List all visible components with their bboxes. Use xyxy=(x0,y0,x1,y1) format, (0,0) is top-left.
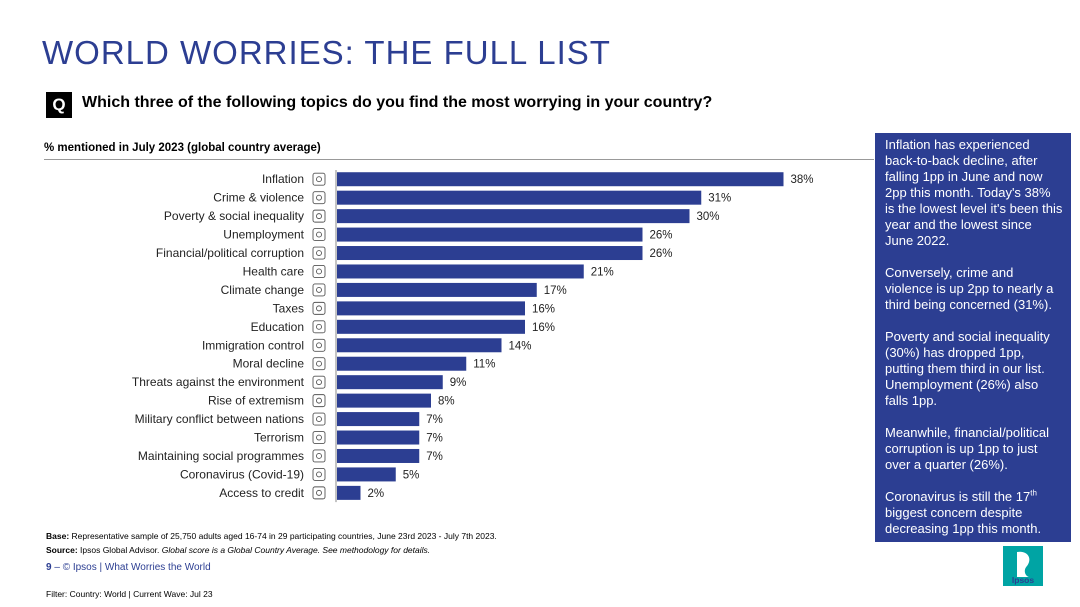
header-divider xyxy=(44,159,874,160)
category-label: Threats against the environment xyxy=(132,375,305,389)
bar-13 xyxy=(337,412,420,427)
category-label: Taxes xyxy=(273,301,304,315)
category-label: Immigration control xyxy=(202,338,304,352)
people-icon xyxy=(312,449,326,463)
bar-value-label: 16% xyxy=(532,303,555,315)
money-bag-icon xyxy=(312,209,326,223)
coin-hand-icon xyxy=(312,246,326,260)
category-label: Climate change xyxy=(221,283,305,297)
briefcase-icon xyxy=(312,228,326,242)
receipt-icon xyxy=(312,301,326,315)
commentary-box: Inflation has experienced back-to-back d… xyxy=(875,133,1071,542)
bar-value-label: 7% xyxy=(426,414,443,426)
bar-value-label: 8% xyxy=(438,396,455,408)
page-footer: 9 – © Ipsos | What Worries the World xyxy=(46,562,211,573)
bar-12 xyxy=(337,393,431,408)
bar-16 xyxy=(337,467,396,482)
bar-value-label: 2% xyxy=(368,488,385,500)
bar-10 xyxy=(337,356,467,371)
filter-note: Filter: Country: World | Current Wave: J… xyxy=(46,589,213,599)
bar-value-label: 26% xyxy=(650,248,673,260)
scale-icon xyxy=(312,357,326,371)
bar-3 xyxy=(337,227,643,242)
category-label: Inflation xyxy=(262,172,304,186)
bar-14 xyxy=(337,430,420,445)
source-note: Source: Ipsos Global Advisor. Global sco… xyxy=(46,545,431,555)
page-title: WORLD WORRIES: THE FULL LIST xyxy=(42,34,611,71)
worries-bar-chart: 38% Inflation 31% Crime & violence 30% Povert… xyxy=(132,170,814,503)
bar-8 xyxy=(337,319,525,334)
bar-11 xyxy=(337,375,443,390)
category-label: Crime & violence xyxy=(213,191,304,205)
category-label: Maintaining social programmes xyxy=(138,449,304,463)
question-badge: Q xyxy=(46,92,72,118)
commentary-paragraph-4: Meanwhile, financial/political corruptio… xyxy=(885,425,1050,472)
bar-2 xyxy=(337,209,690,224)
graduation-cap-icon xyxy=(312,320,326,334)
commentary-paragraph-5: Coronavirus is still the 17th biggest co… xyxy=(885,488,1042,536)
category-label: Financial/political corruption xyxy=(156,246,304,260)
category-label: Coronavirus (Covid-19) xyxy=(180,467,304,481)
globe-icon xyxy=(312,338,326,352)
bar-value-label: 38% xyxy=(791,174,814,186)
bar-value-label: 11% xyxy=(473,359,495,371)
category-label: Health care xyxy=(243,264,305,278)
commentary-paragraph-2: Conversely, crime and violence is up 2pp… xyxy=(885,265,1054,312)
bar-9 xyxy=(337,338,502,353)
category-label: Poverty & social inequality xyxy=(164,209,304,223)
ipsos-logo: Ipsos xyxy=(1003,546,1043,586)
bar-15 xyxy=(337,448,420,463)
bar-4 xyxy=(337,246,643,261)
crossed-tools-icon xyxy=(312,191,326,205)
bar-value-label: 30% xyxy=(697,211,720,223)
measure-label: % mentioned in July 2023 (global country… xyxy=(44,142,321,154)
category-label: Rise of extremism xyxy=(208,394,304,408)
warning-triangle-icon xyxy=(312,467,326,481)
bar-value-label: 26% xyxy=(650,230,673,242)
category-label: Terrorism xyxy=(254,431,304,445)
bar-5 xyxy=(337,264,584,279)
category-label: Education xyxy=(251,320,304,334)
bar-value-label: 5% xyxy=(403,469,420,481)
survey-question: Which three of the following topics do y… xyxy=(82,94,713,111)
bar-value-label: 21% xyxy=(591,266,614,278)
bar-value-label: 14% xyxy=(509,340,532,352)
commentary-paragraph-3: Poverty and social inequality (30%) has … xyxy=(885,329,1050,408)
person-icon xyxy=(312,431,326,444)
bar-6 xyxy=(337,282,537,297)
category-label: Access to credit xyxy=(219,486,304,500)
card-icon xyxy=(312,486,326,500)
bar-value-label: 7% xyxy=(426,433,443,445)
bar-1 xyxy=(337,190,702,205)
earth-icon xyxy=(312,375,326,389)
chart-line-icon xyxy=(312,172,326,186)
bar-value-label: 17% xyxy=(544,285,567,297)
category-label: Military conflict between nations xyxy=(135,412,304,426)
bar-value-label: 16% xyxy=(532,322,555,334)
fist-icon xyxy=(312,394,326,408)
bar-0 xyxy=(337,172,784,187)
bar-value-label: 7% xyxy=(426,451,443,463)
bar-value-label: 31% xyxy=(708,193,731,205)
footnotes: Base: Representative sample of 25,750 ad… xyxy=(46,529,497,557)
svg-text:Ipsos: Ipsos xyxy=(1012,575,1034,585)
sun-icon xyxy=(312,283,326,297)
category-label: Moral decline xyxy=(233,357,305,371)
category-label: Unemployment xyxy=(223,228,304,242)
bar-17 xyxy=(337,485,361,500)
bar-value-label: 9% xyxy=(450,377,467,389)
commentary-paragraph-1: Inflation has experienced back-to-back d… xyxy=(885,137,1063,248)
heart-health-icon xyxy=(312,265,326,278)
bar-7 xyxy=(337,301,525,316)
base-note: Base: Representative sample of 25,750 ad… xyxy=(46,531,497,541)
dove-icon xyxy=(312,412,326,426)
